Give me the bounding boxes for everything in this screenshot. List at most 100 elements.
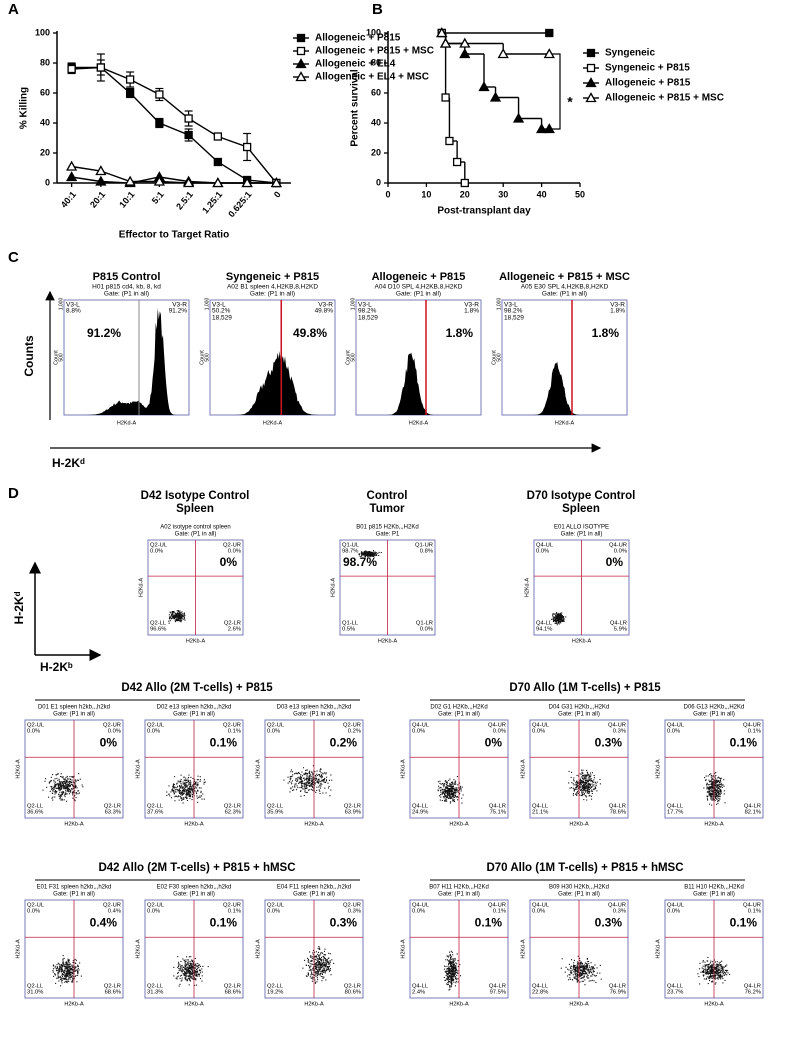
quadrant-value: 36.6%	[27, 810, 43, 816]
event-dot	[181, 793, 182, 794]
event-dot	[576, 787, 577, 788]
event-dot	[184, 613, 185, 614]
event-dot	[451, 793, 452, 794]
event-dot	[199, 974, 200, 975]
event-dot	[570, 974, 571, 975]
event-dot	[450, 961, 451, 962]
event-dot	[182, 799, 183, 800]
event-dot	[177, 978, 178, 979]
event-dot	[717, 964, 718, 965]
event-dot	[315, 964, 316, 965]
event-dot	[715, 800, 716, 801]
event-dot	[75, 962, 76, 963]
event-dot	[452, 958, 453, 959]
event-dot	[309, 771, 310, 772]
event-dot	[457, 972, 458, 973]
event-dot	[448, 977, 449, 978]
event-dot	[303, 778, 304, 779]
percent-label: 91.2%	[87, 326, 121, 340]
event-dot	[317, 954, 318, 955]
event-dot	[590, 962, 591, 963]
event-dot	[178, 976, 179, 977]
event-dot	[53, 789, 54, 790]
plot-y-label: H2Kd-A	[15, 759, 21, 779]
event-dot	[720, 794, 721, 795]
event-dot	[171, 797, 172, 798]
event-dot	[326, 779, 327, 780]
event-dot	[447, 975, 448, 976]
event-dot	[322, 773, 323, 774]
event-dot	[590, 779, 591, 780]
event-dot	[184, 793, 185, 794]
event-dot	[69, 786, 70, 787]
event-dot	[720, 971, 721, 972]
event-dot	[718, 788, 719, 789]
event-dot	[54, 973, 55, 974]
event-dot	[184, 612, 185, 613]
event-dot	[552, 616, 553, 617]
event-dot	[171, 613, 172, 614]
event-dot	[180, 961, 181, 962]
event-dot	[312, 978, 313, 979]
event-dot	[449, 962, 450, 963]
event-dot	[446, 797, 447, 798]
event-dot	[571, 772, 572, 773]
event-dot	[191, 788, 192, 789]
event-dot	[460, 787, 461, 788]
event-dot	[440, 790, 441, 791]
event-dot	[305, 784, 306, 785]
quadrant-value: 98.7%	[342, 549, 358, 555]
event-dot	[189, 966, 190, 967]
event-dot	[190, 965, 191, 966]
event-dot	[573, 968, 574, 969]
event-dot	[320, 967, 321, 968]
event-dot	[450, 980, 451, 981]
event-dot	[173, 975, 174, 976]
event-dot	[328, 953, 329, 954]
event-dot	[717, 968, 718, 969]
event-dot	[331, 974, 332, 975]
event-dot	[715, 976, 716, 977]
event-dot	[716, 781, 717, 782]
histogram-title: Allogeneic + P815	[372, 271, 466, 283]
event-dot	[599, 973, 600, 974]
event-dot	[596, 967, 597, 968]
event-dot	[180, 792, 181, 793]
data-marker	[546, 30, 553, 37]
event-dot	[450, 974, 451, 975]
event-dot	[582, 974, 583, 975]
event-dot	[305, 772, 306, 773]
event-dot	[449, 981, 450, 982]
event-dot	[565, 616, 566, 617]
event-dot	[554, 614, 555, 615]
event-dot	[457, 796, 458, 797]
event-dot	[185, 962, 186, 963]
event-dot	[325, 979, 326, 980]
event-dot	[183, 967, 184, 968]
event-dot	[174, 784, 175, 785]
event-dot	[60, 979, 61, 980]
event-dot	[450, 978, 451, 979]
event-dot	[67, 778, 68, 779]
plot-header: D03 e13 spleen h2kb,,,h2kd	[277, 705, 352, 711]
event-dot	[576, 978, 577, 979]
plot-header: D02 G1 H2Kb,,,H2Kd	[430, 705, 487, 711]
event-dot	[592, 791, 593, 792]
event-dot	[442, 792, 443, 793]
event-dot	[318, 774, 319, 775]
event-dot	[190, 961, 191, 962]
event-dot	[311, 963, 312, 964]
event-dot	[702, 961, 703, 962]
event-dot	[325, 966, 326, 967]
event-dot	[711, 805, 712, 806]
event-dot	[455, 781, 456, 782]
event-dot	[321, 980, 322, 981]
event-dot	[52, 800, 53, 801]
event-dot	[588, 961, 589, 962]
event-dot	[185, 979, 186, 980]
event-dot	[582, 967, 583, 968]
event-dot	[315, 782, 316, 783]
event-dot	[321, 784, 322, 785]
event-dot	[583, 968, 584, 969]
event-dot	[330, 789, 331, 790]
